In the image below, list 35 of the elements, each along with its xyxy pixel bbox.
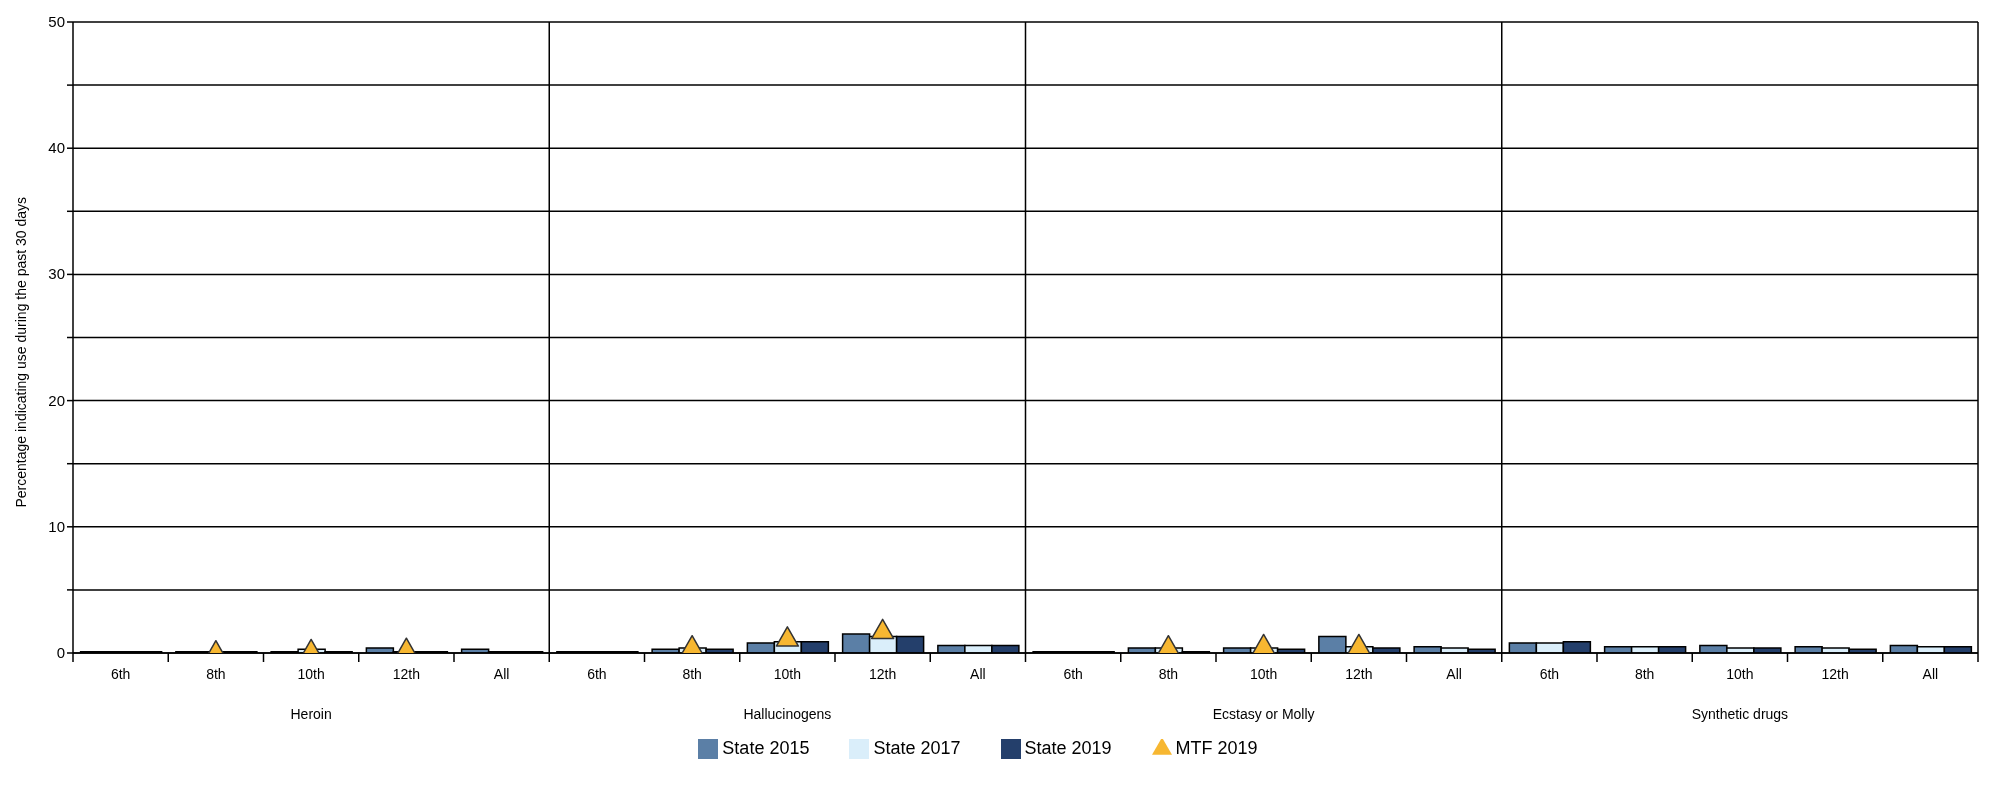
y-tick-label: 30 bbox=[48, 265, 65, 283]
x-tick-label: 6th bbox=[587, 666, 607, 682]
x-tick-label: 10th bbox=[773, 666, 801, 682]
x-tick-label: 12th bbox=[1821, 666, 1849, 682]
y-tick-label: 20 bbox=[48, 391, 65, 409]
x-tick-label: All bbox=[1922, 666, 1939, 682]
legend-label: State 2015 bbox=[722, 738, 810, 758]
text: Hallucinogens bbox=[743, 706, 832, 722]
y-axis-title: Percentage indicating use during the past 30 days bbox=[12, 196, 29, 508]
text: Heroin bbox=[290, 706, 332, 722]
text: Synthetic drugs bbox=[1691, 706, 1789, 722]
x-tick-label: 8th bbox=[682, 666, 702, 682]
x-tick-label: All bbox=[970, 666, 986, 682]
x-tick-label: 10th bbox=[1250, 666, 1278, 682]
legend-label: State 2017 bbox=[873, 738, 961, 758]
x-tick-label: 12th bbox=[392, 666, 420, 682]
x-tick-label: 6th bbox=[1539, 666, 1560, 682]
y-tick-label: 10 bbox=[48, 517, 65, 535]
x-tick-label: All bbox=[1446, 666, 1462, 682]
x-tick-label: 8th bbox=[1634, 666, 1655, 682]
x-tick-label: 12th bbox=[869, 666, 897, 682]
x-tick-label: 8th bbox=[206, 666, 226, 682]
x-tick-label: 10th bbox=[1726, 666, 1754, 682]
legend-label: MTF 2019 bbox=[1175, 738, 1258, 758]
x-tick-label: 6th bbox=[1063, 666, 1083, 682]
y-tick-label: 50 bbox=[48, 13, 65, 30]
legend-label: State 2019 bbox=[1024, 738, 1112, 758]
text: Ecstasy or Molly bbox=[1212, 706, 1315, 722]
y-tick-label: 40 bbox=[48, 139, 65, 157]
x-tick-label: 12th bbox=[1345, 666, 1373, 682]
x-tick-label: 10th bbox=[297, 666, 325, 682]
x-tick-label: All bbox=[493, 666, 510, 682]
x-tick-label: 8th bbox=[1158, 666, 1179, 682]
x-tick-label: 6th bbox=[110, 666, 131, 682]
y-tick-label: 0 bbox=[56, 644, 65, 661]
